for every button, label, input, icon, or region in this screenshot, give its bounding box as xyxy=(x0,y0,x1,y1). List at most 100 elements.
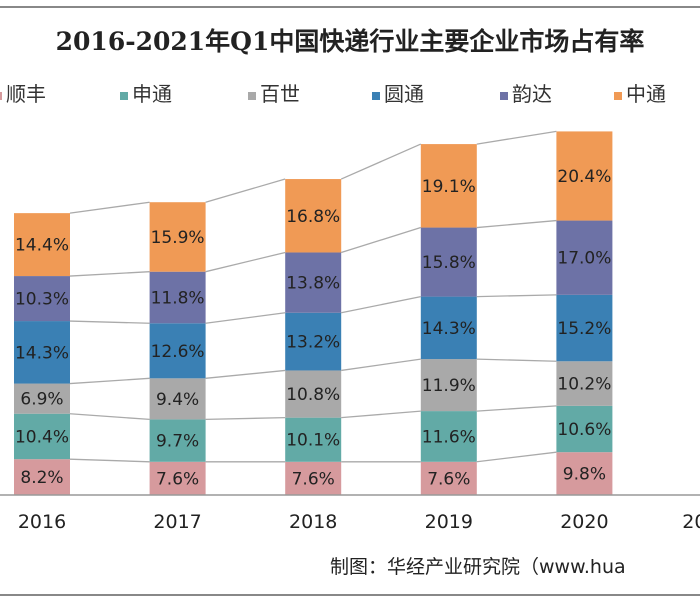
legend-item: 申通 xyxy=(120,78,172,107)
bar-segment xyxy=(14,413,70,460)
series-connector-line xyxy=(205,251,286,273)
bar-segment xyxy=(285,370,342,418)
data-label: 13.2% xyxy=(286,333,340,353)
data-label: 9.7% xyxy=(156,432,199,452)
legend-swatch xyxy=(614,91,622,100)
legend-swatch xyxy=(120,91,128,100)
series-connector-line xyxy=(476,219,557,229)
bar-segment xyxy=(420,144,477,228)
series-connector-line xyxy=(341,295,421,314)
bar-segment xyxy=(420,227,477,297)
bar-segment xyxy=(556,294,613,362)
data-label: 10.4% xyxy=(15,427,69,447)
bar-segment xyxy=(149,202,206,272)
data-label: 14.3% xyxy=(422,319,476,339)
legend-swatch xyxy=(248,91,256,100)
bar-segment xyxy=(556,452,613,495)
bar-segment xyxy=(14,459,70,495)
legend-item: 顺丰 xyxy=(0,78,46,107)
data-label: 17.0% xyxy=(557,249,611,269)
legend-item: 韵达 xyxy=(500,78,552,107)
bar-segment xyxy=(556,361,613,406)
data-label: 10.1% xyxy=(286,431,340,451)
bar-segment xyxy=(285,312,342,371)
bar-segment xyxy=(285,252,342,313)
data-label: 9.4% xyxy=(156,390,199,410)
bar-segment xyxy=(149,378,206,420)
legend-swatch xyxy=(0,91,2,100)
data-label: 7.6% xyxy=(427,469,470,489)
data-label: 10.3% xyxy=(15,290,69,310)
data-label: 11.8% xyxy=(151,288,205,308)
series-connector-line xyxy=(476,130,557,145)
bar-segment xyxy=(420,411,477,462)
legend-label: 圆通 xyxy=(384,82,424,106)
series-connector-line xyxy=(69,377,150,385)
data-label: 11.9% xyxy=(422,376,476,396)
series-connector-line xyxy=(69,201,150,214)
bar-segment xyxy=(420,296,477,360)
data-label: 14.3% xyxy=(15,343,69,363)
x-tick-label: 2021Q1 xyxy=(682,511,700,533)
bar-segment xyxy=(14,213,70,277)
legend-label: 韵达 xyxy=(512,82,552,106)
series-connector-line xyxy=(69,413,150,421)
data-label: 6.9% xyxy=(20,390,63,410)
data-label: 12.6% xyxy=(151,342,205,362)
bar-segment xyxy=(285,417,342,462)
bar-segment xyxy=(14,383,70,414)
data-label: 15.9% xyxy=(151,228,205,248)
data-label: 10.8% xyxy=(286,385,340,405)
legend-item: 中通 xyxy=(614,78,666,107)
data-label: 7.6% xyxy=(292,469,335,489)
data-label: 15.2% xyxy=(557,319,611,339)
data-label: 10.2% xyxy=(557,375,611,395)
legend-label: 顺丰 xyxy=(6,82,46,106)
series-connector-line xyxy=(476,358,557,362)
series-connector-line xyxy=(476,451,557,463)
data-label: 9.8% xyxy=(563,465,606,485)
data-label: 14.4% xyxy=(15,236,69,256)
data-label: 15.8% xyxy=(422,253,476,273)
bar-segment xyxy=(285,461,342,495)
chart-title: 2016-2021年Q1中国快递行业主要企业市场占有率 xyxy=(55,27,645,56)
bar-segment xyxy=(149,419,206,462)
legend-swatch xyxy=(500,91,508,100)
series-connector-line xyxy=(69,271,150,277)
series-connector-line xyxy=(205,312,286,324)
legend-item: 百世 xyxy=(248,78,300,107)
data-label: 8.2% xyxy=(20,468,63,488)
legend-item: 圆通 xyxy=(372,78,424,107)
data-label: 19.1% xyxy=(422,177,476,197)
source-note: 制图：华经产业研究院（www.hua xyxy=(330,556,626,578)
series-connector-line xyxy=(205,178,286,203)
data-label: 16.8% xyxy=(286,207,340,227)
top-border xyxy=(0,6,700,8)
legend-label: 申通 xyxy=(132,82,172,106)
series-connector-line xyxy=(69,320,150,324)
data-label: 13.8% xyxy=(286,274,340,294)
bar-segment xyxy=(285,179,342,253)
x-tick-label: 2020 xyxy=(560,511,608,533)
series-connector-line xyxy=(69,458,150,463)
series-connector-line xyxy=(341,410,421,419)
series-connector-line xyxy=(341,226,421,254)
bar-segment xyxy=(149,461,206,495)
x-tick-label: 2016 xyxy=(18,511,66,533)
data-label: 20.4% xyxy=(557,167,611,187)
series-connector-line xyxy=(476,405,557,412)
bar-segment xyxy=(14,276,70,322)
series-connector-line xyxy=(341,358,421,372)
series-connector-line xyxy=(205,417,286,421)
data-label: 11.6% xyxy=(422,427,476,447)
legend-swatch xyxy=(372,91,380,100)
x-tick-label: 2017 xyxy=(153,511,201,533)
data-label: 7.6% xyxy=(156,469,199,489)
series-connector-line xyxy=(340,143,422,180)
legend-label: 中通 xyxy=(626,82,666,106)
data-label: 10.6% xyxy=(557,420,611,440)
bar-segment xyxy=(556,405,613,453)
bar-segment xyxy=(420,359,477,412)
series-connector-line xyxy=(205,369,286,379)
